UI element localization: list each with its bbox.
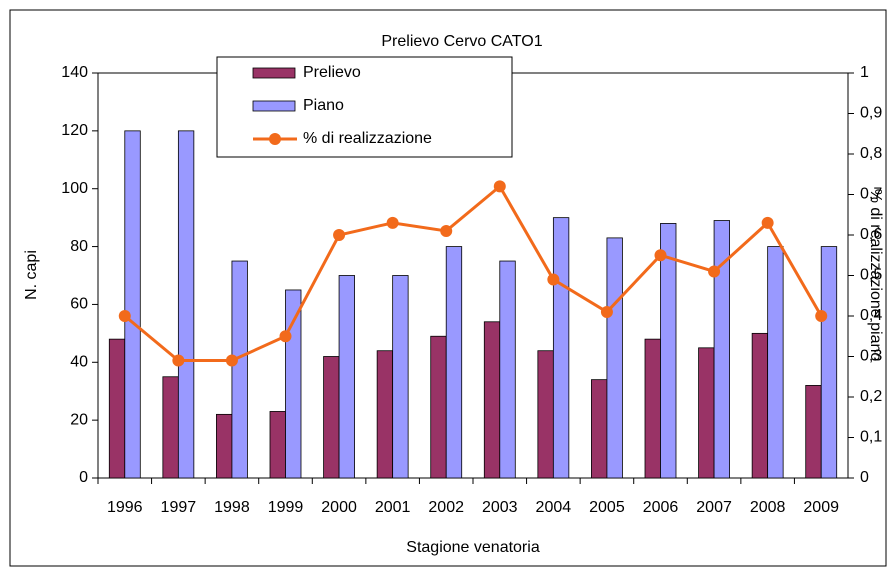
x-tick-label: 1997: [161, 499, 197, 516]
x-tick-label: 1999: [268, 499, 304, 516]
bar: [285, 289, 302, 479]
line-marker: [333, 229, 346, 241]
x-tick-label: 2008: [750, 499, 786, 516]
chart-title: Prelievo Cervo CATO1: [381, 33, 542, 50]
y-tick-label: 100: [61, 180, 88, 197]
legend-swatch: [252, 67, 296, 79]
y2-tick-label: 0,9: [860, 105, 882, 122]
bar: [323, 356, 340, 479]
y2-tick-label: 0,2: [860, 388, 882, 405]
line-marker: [547, 273, 560, 286]
bar: [108, 338, 126, 479]
y2-tick-label: 1: [860, 64, 869, 81]
line-marker: [815, 310, 828, 322]
line-marker: [761, 216, 774, 229]
bar: [606, 237, 623, 479]
y-tick-label: 80: [70, 238, 88, 255]
bar: [552, 217, 570, 479]
line-series: [123, 184, 823, 363]
y2-tick-label: 0,5: [860, 267, 882, 284]
bar: [269, 411, 286, 479]
bar: [805, 385, 822, 479]
x-tick-label: 2007: [696, 499, 732, 516]
line-marker: [708, 265, 721, 278]
x-axis-label: Stagione venatoria: [406, 539, 540, 556]
x-tick-label: 2009: [803, 499, 839, 516]
x-tick-label: 2004: [536, 499, 572, 516]
legend-label: Piano: [303, 97, 344, 114]
y2-tick-label: 0,4: [860, 307, 882, 324]
bar: [162, 376, 179, 479]
bar: [767, 246, 784, 479]
bar: [445, 246, 463, 479]
bar: [177, 130, 195, 479]
bar: [124, 130, 141, 479]
legend-swatch: [252, 100, 296, 112]
x-tick-label: 2000: [321, 499, 357, 516]
line-marker: [225, 354, 238, 367]
x-tick-label: 2001: [375, 499, 411, 516]
legend-label: Prelievo: [303, 64, 361, 81]
line-marker: [279, 330, 292, 343]
y-tick-label: 60: [70, 296, 88, 313]
line-marker: [493, 180, 506, 193]
line-marker: [118, 310, 131, 322]
bar: [644, 338, 661, 479]
line-marker: [600, 305, 613, 318]
bar: [231, 260, 248, 479]
y-tick-label: 20: [70, 411, 88, 428]
bar: [591, 379, 608, 479]
bar: [713, 220, 730, 479]
y2-tick-label: 0,1: [860, 429, 882, 446]
line-marker: [172, 354, 185, 367]
legend-label: % di realizzazione: [303, 130, 432, 147]
y2-axis-label: % di realizzazione piano: [867, 189, 884, 362]
bar: [338, 275, 355, 479]
line-marker: [440, 224, 453, 237]
bar: [537, 350, 554, 479]
y-tick-label: 0: [79, 469, 88, 486]
bar: [499, 260, 516, 479]
bar: [392, 275, 409, 479]
bar: [430, 335, 447, 479]
y-tick-label: 140: [61, 64, 88, 81]
x-tick-label: 2005: [589, 499, 625, 516]
x-tick-label: 2006: [643, 499, 679, 516]
x-tick-label: 1998: [214, 499, 250, 516]
y2-tick-label: 0,8: [860, 145, 882, 162]
x-tick-label: 2002: [428, 499, 464, 516]
bar: [483, 321, 501, 479]
y2-tick-label: 0,3: [860, 348, 882, 365]
bar: [216, 413, 233, 479]
legend-marker: [269, 133, 281, 145]
y-tick-label: 40: [70, 354, 88, 371]
line-marker: [654, 249, 667, 262]
bar: [376, 350, 394, 479]
y2-tick-label: 0,6: [860, 226, 882, 243]
x-tick-label: 1996: [107, 499, 143, 516]
y-axis-label: N. capi: [23, 250, 40, 300]
x-tick-label: 2003: [482, 499, 518, 516]
y2-tick-label: 0: [860, 469, 869, 486]
y-tick-label: 120: [61, 122, 88, 139]
line-marker: [386, 216, 399, 229]
bar: [660, 223, 677, 479]
y2-tick-label: 0,7: [860, 186, 882, 203]
bar: [751, 332, 769, 479]
bar: [698, 347, 715, 479]
bar: [820, 246, 838, 479]
